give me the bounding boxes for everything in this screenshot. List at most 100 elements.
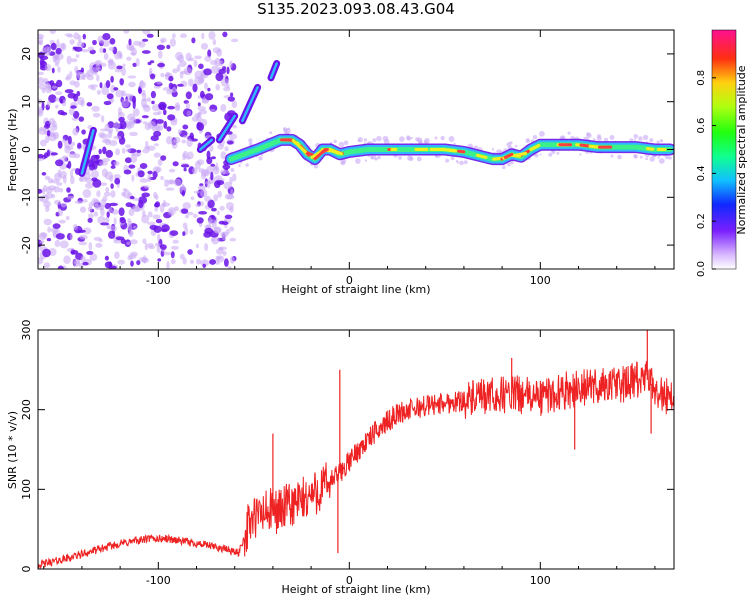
ridge-halo bbox=[258, 156, 263, 161]
noise-blob bbox=[65, 215, 70, 221]
noise-blob bbox=[193, 59, 198, 68]
ridge-peak bbox=[503, 152, 514, 159]
noise-blob bbox=[130, 251, 138, 257]
ridge-halo bbox=[658, 158, 665, 164]
noise-blob bbox=[109, 175, 114, 183]
noise-blob bbox=[125, 144, 131, 149]
ridge-peak bbox=[645, 147, 655, 151]
noise-blob bbox=[157, 62, 166, 68]
noise-blob bbox=[166, 89, 172, 95]
noise-blob bbox=[186, 211, 194, 216]
noise-blob bbox=[177, 54, 185, 63]
ridge-halo bbox=[665, 155, 670, 160]
noise-blob bbox=[154, 202, 159, 208]
noise-blob bbox=[198, 76, 205, 84]
noise-blob bbox=[160, 39, 164, 44]
noise-blob bbox=[114, 251, 120, 260]
noise-blob bbox=[211, 207, 217, 212]
ridge-halo bbox=[609, 135, 615, 140]
noise-blob bbox=[216, 180, 225, 186]
noise-blob bbox=[226, 194, 235, 200]
colorbar-tick-label: 0.2 bbox=[696, 213, 707, 229]
noise-blob bbox=[183, 167, 187, 172]
ridge-halo bbox=[240, 161, 243, 164]
noise-blob bbox=[102, 33, 111, 41]
noise-blob bbox=[128, 38, 132, 46]
noise-blob bbox=[68, 107, 75, 116]
noise-blob bbox=[46, 238, 52, 242]
noise-blob bbox=[217, 144, 224, 150]
noise-blob bbox=[112, 122, 121, 129]
snr-y-label: SNR (10 * v/v) bbox=[6, 411, 19, 489]
noise-blob bbox=[122, 63, 126, 68]
noise-blob bbox=[163, 109, 167, 116]
noise-blob bbox=[67, 160, 72, 169]
noise-blob bbox=[124, 93, 132, 97]
noise-blob bbox=[110, 84, 116, 93]
ridge-halo bbox=[539, 153, 542, 156]
noise-blob bbox=[144, 242, 149, 251]
noise-blob bbox=[189, 229, 194, 235]
noise-blob bbox=[147, 221, 156, 226]
noise-blob bbox=[170, 119, 178, 126]
noise-blob bbox=[119, 218, 127, 224]
ridge-halo bbox=[338, 141, 345, 148]
noise-blob bbox=[91, 105, 100, 112]
noise-blob bbox=[212, 47, 221, 54]
noise-blob bbox=[163, 120, 168, 129]
ridge-halo bbox=[507, 163, 511, 167]
ridge-halo bbox=[633, 138, 637, 141]
noise-blob bbox=[130, 260, 134, 267]
noise-blob bbox=[113, 174, 121, 180]
noise-blob bbox=[59, 240, 69, 249]
noise-blob bbox=[136, 260, 141, 266]
ridge-halo bbox=[638, 136, 643, 141]
y-tick-label: 300 bbox=[20, 320, 33, 341]
ridge-peak bbox=[579, 143, 588, 148]
noise-blob bbox=[121, 147, 126, 154]
noise-blob bbox=[197, 102, 201, 107]
noise-blob bbox=[229, 237, 237, 242]
noise-blob bbox=[86, 250, 94, 255]
noise-blob bbox=[38, 108, 44, 117]
noise-blob bbox=[212, 38, 217, 46]
noise-blob bbox=[50, 152, 58, 156]
noise-blob bbox=[192, 83, 198, 93]
noise-blob bbox=[143, 185, 150, 189]
noise-blob bbox=[76, 41, 85, 49]
noise-blob bbox=[68, 151, 77, 158]
noise-blob bbox=[168, 75, 174, 82]
noise-blob bbox=[77, 229, 86, 233]
noise-blob bbox=[136, 152, 140, 157]
noise-blob bbox=[55, 47, 62, 55]
noise-blob bbox=[230, 38, 239, 43]
noise-blob bbox=[182, 202, 192, 210]
ridge-halo bbox=[657, 156, 660, 159]
spectral-stripe-core bbox=[218, 114, 236, 142]
noise-blob bbox=[48, 117, 56, 125]
noise-blob bbox=[57, 265, 64, 269]
noise-blob bbox=[228, 133, 238, 140]
noise-blob bbox=[82, 199, 88, 203]
noise-blob bbox=[70, 105, 77, 109]
noise-blob bbox=[157, 258, 162, 262]
noise-blob bbox=[89, 67, 98, 74]
noise-blob bbox=[151, 100, 155, 105]
noise-blob bbox=[147, 174, 152, 183]
noise-blob bbox=[67, 145, 74, 151]
ridge-halo bbox=[445, 158, 450, 163]
noise-blob bbox=[188, 78, 194, 87]
noise-blob bbox=[146, 145, 156, 151]
noise-blob bbox=[150, 90, 156, 99]
colorbar: 0.0 0.2 0.4 0.6 0.8 Normalized spectral ampl… bbox=[696, 29, 748, 277]
noise-blob bbox=[109, 38, 116, 45]
noise-blob bbox=[227, 265, 232, 269]
ridge-halo bbox=[510, 160, 514, 165]
noise-blob bbox=[62, 155, 69, 159]
noise-blob bbox=[205, 93, 214, 101]
noise-blob bbox=[207, 199, 215, 209]
noise-blob bbox=[57, 110, 65, 115]
ridge-halo bbox=[333, 139, 337, 144]
noise-blob bbox=[185, 102, 191, 111]
noise-blob bbox=[46, 130, 51, 137]
